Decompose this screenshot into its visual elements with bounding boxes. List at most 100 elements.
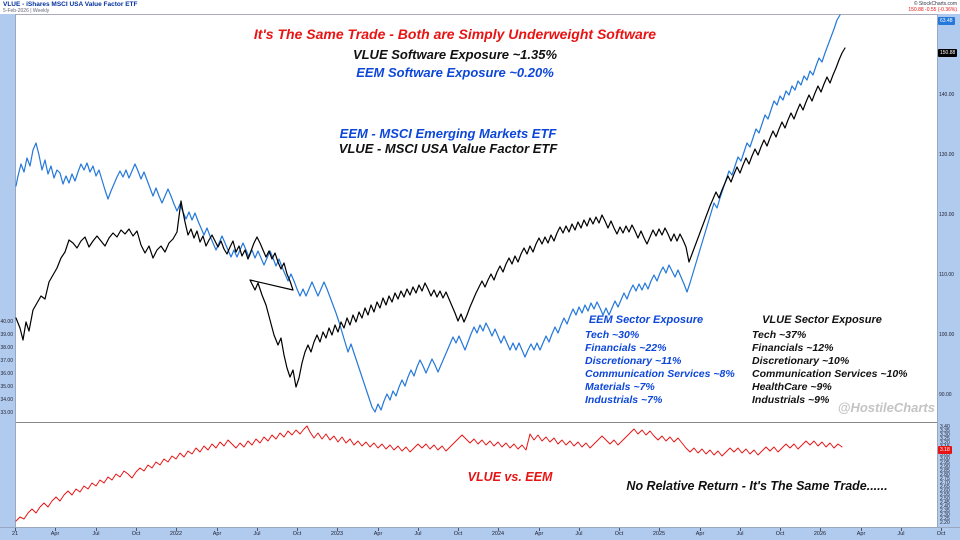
- date-axis-label: Apr: [50, 531, 60, 537]
- ratio-axis-tick-label: 3.40: [940, 424, 950, 430]
- ratio-axis-tick-label: 2.65: [940, 484, 950, 490]
- ratio-axis-tick-label: 2.20: [940, 520, 950, 526]
- date-axis-tick: [55, 528, 56, 531]
- date-axis-tick: [740, 528, 741, 531]
- date-axis-tick: [861, 528, 862, 531]
- vlue-sector-list: Tech ~37% Financials ~12% Discretionary ~1…: [752, 329, 908, 407]
- left-axis-tick-label: 40.00: [0, 319, 13, 325]
- date-axis-tick: [337, 528, 338, 531]
- ratio-axis-tick-label: 3.05: [940, 452, 950, 458]
- sector-item: Discretionary ~10%: [752, 355, 850, 367]
- date-axis-label: 2025: [652, 531, 666, 537]
- right-axis-tick-label: 100.00: [939, 332, 955, 338]
- date-axis-label: Oct: [292, 531, 302, 537]
- date-axis-label: 2026: [813, 531, 827, 537]
- date-axis-label: Jul: [575, 531, 583, 537]
- sector-item: Communication Services ~8%: [585, 368, 735, 380]
- sector-item: Financials ~22%: [585, 342, 667, 354]
- ratio-axis-tick-label: 3.00: [940, 456, 950, 462]
- right-axis-tick-label: 140.00: [939, 92, 955, 98]
- left-axis-tick-label: 34.00: [0, 397, 13, 403]
- date-axis-label: Jul: [92, 531, 100, 537]
- date-axis-tick: [297, 528, 298, 531]
- annotation-vlue-exposure: VLUE Software Exposure ~1.35%: [352, 47, 558, 62]
- date-axis-label: Jul: [253, 531, 261, 537]
- date-axis-tick: [700, 528, 701, 531]
- date-axis-tick: [941, 528, 942, 531]
- ratio-axis-tick-label: 2.30: [940, 512, 950, 518]
- ratio-axis-tick-label: 2.90: [940, 464, 950, 470]
- sector-item: Industrials ~9%: [752, 394, 830, 406]
- ratio-axis-tick-label: 3.25: [940, 436, 950, 442]
- left-price-axis: [0, 14, 16, 527]
- ratio-axis-tick-label: 3.35: [940, 428, 950, 434]
- date-axis-label: Apr: [856, 531, 866, 537]
- date-axis-tick: [15, 528, 16, 531]
- left-axis-tick-label: 39.00: [0, 332, 13, 338]
- sector-item: Financials ~12%: [752, 342, 834, 354]
- eem-sector-title: EEM Sector Exposure: [588, 314, 704, 326]
- date-axis-tick: [579, 528, 580, 531]
- date-axis-tick: [539, 528, 540, 531]
- sector-item: HealthCare ~9%: [752, 381, 832, 393]
- date-axis-tick: [458, 528, 459, 531]
- date-axis-label: 2024: [491, 531, 505, 537]
- date-axis: 21 Apr Jul Oct 2022 Apr Jul Oct 2023 Apr Jul Oct 202…: [0, 527, 960, 540]
- left-axis-tick-label: 38.00: [0, 345, 13, 351]
- date-axis-tick: [820, 528, 821, 531]
- right-axis-tick-label: 90.00: [939, 392, 952, 398]
- vlue-sector-title: VLUE Sector Exposure: [762, 314, 882, 326]
- date-axis-label: Jul: [736, 531, 744, 537]
- date-axis-label: Oct: [936, 531, 946, 537]
- date-axis-tick: [257, 528, 258, 531]
- date-axis-tick: [659, 528, 660, 531]
- date-axis-label: Apr: [373, 531, 383, 537]
- date-axis-tick: [498, 528, 499, 531]
- last-price-box: 63.48: [938, 17, 955, 25]
- date-axis-tick: [217, 528, 218, 531]
- right-axis-tick-label: 120.00: [939, 212, 955, 218]
- left-axis-tick-label: 36.00: [0, 371, 13, 377]
- ratio-axis-tick-label: 2.50: [940, 496, 950, 502]
- sector-item: Tech ~37%: [752, 329, 807, 341]
- annotation-eem-exposure: EEM Software Exposure ~0.20%: [356, 65, 554, 80]
- right-price-axis: [937, 14, 960, 527]
- ratio-axis-tick-label: 3.20: [940, 440, 950, 446]
- date-axis-tick: [619, 528, 620, 531]
- right-axis-tick-label: 130.00: [939, 152, 955, 158]
- date-axis-tick: [378, 528, 379, 531]
- date-axis-label: Oct: [775, 531, 785, 537]
- ratio-axis-tick-label: 2.40: [940, 504, 950, 510]
- annotation-title: It's The Same Trade - Both are Simply Un…: [253, 26, 657, 42]
- ratio-axis-tick-label: 2.80: [940, 472, 950, 478]
- ratio-axis-tick-label: 2.60: [940, 488, 950, 494]
- date-axis-label: Oct: [453, 531, 463, 537]
- ratio-label: VLUE vs. EEM: [467, 470, 553, 484]
- ticker-title: VLUE - iShares MSCI USA Value Factor ETF: [3, 1, 138, 8]
- sector-item: Tech ~30%: [585, 329, 640, 341]
- date-axis-label: Jul: [414, 531, 422, 537]
- date-axis-label: Apr: [212, 531, 222, 537]
- left-axis-tick-label: 33.00: [0, 410, 13, 416]
- date-axis-label: Apr: [534, 531, 544, 537]
- ratio-axis-tick-label: 2.95: [940, 460, 950, 466]
- date-axis-tick: [780, 528, 781, 531]
- date-axis-label: Oct: [614, 531, 624, 537]
- sector-item: Discretionary ~11%: [585, 355, 682, 367]
- watermark: @HostileCharts: [837, 400, 935, 415]
- date-axis-label: 2023: [330, 531, 344, 537]
- right-axis-tick-label: 110.00: [939, 272, 954, 278]
- date-axis-label: Jul: [897, 531, 905, 537]
- chart-date-interval: 5-Feb-2026 | Weekly: [3, 8, 50, 14]
- eem-sector-list: Tech ~30% Financials ~22% Discretionary ~1…: [585, 329, 735, 407]
- ratio-axis-tick-label: 2.45: [940, 500, 950, 506]
- date-axis-label: 21: [11, 531, 19, 537]
- ratio-axis-tick-label: 3.30: [940, 432, 950, 438]
- left-axis-tick-label: 35.00: [0, 384, 13, 390]
- ratio-axis-tick-label: 2.85: [940, 468, 950, 474]
- legend-eem: EEM - MSCI Emerging Markets ETF: [339, 126, 557, 141]
- date-axis-tick: [136, 528, 137, 531]
- date-axis-label: 2022: [169, 531, 183, 537]
- date-axis-tick: [176, 528, 177, 531]
